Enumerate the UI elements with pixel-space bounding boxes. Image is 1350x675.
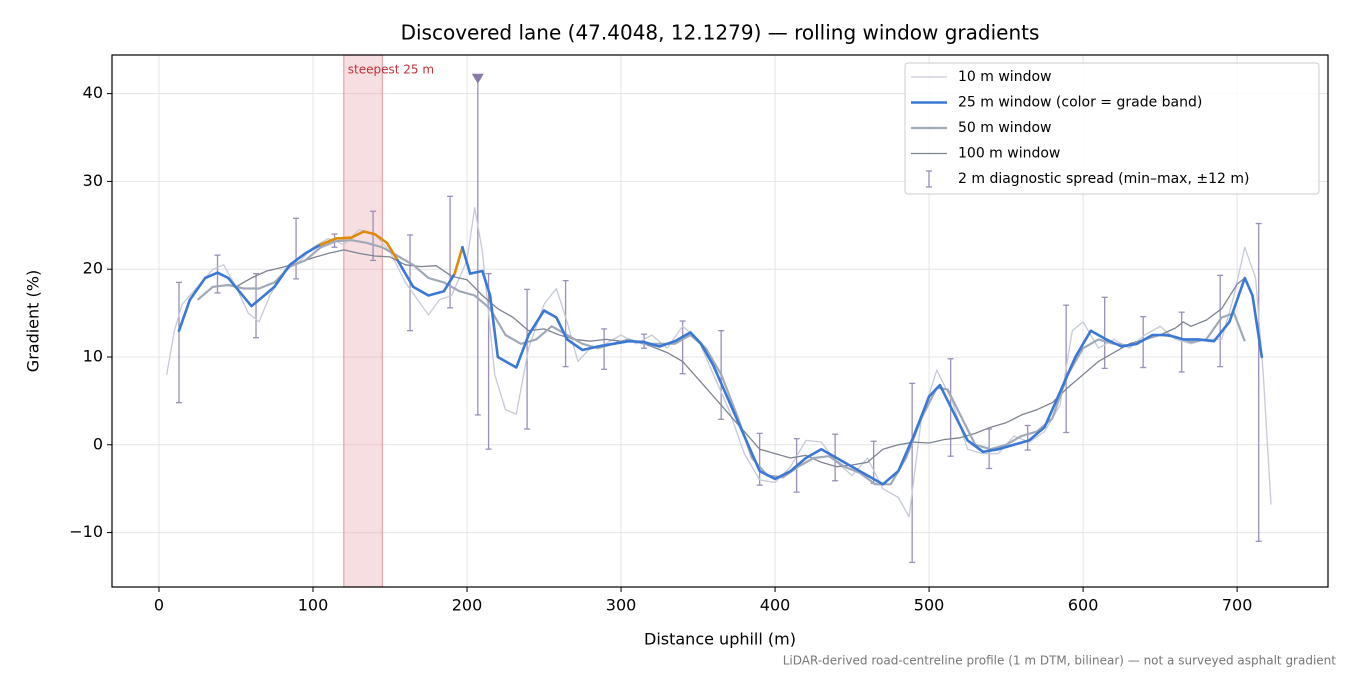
legend-label: 50 m window — [958, 120, 1051, 136]
legend-label: 100 m window — [958, 146, 1060, 162]
y-tick-label: 10 — [83, 346, 103, 365]
error-bar — [679, 320, 686, 375]
chart-title: Discovered lane (47.4048, 12.1279) — rol… — [401, 21, 1040, 45]
x-tick-label: 600 — [1068, 596, 1099, 615]
error-bar — [601, 328, 608, 370]
line-connector — [461, 245, 472, 275]
error-bar — [1255, 222, 1262, 542]
line-connector — [319, 237, 338, 246]
x-tick-label: 200 — [452, 596, 483, 615]
error-bar — [474, 78, 481, 416]
legend-label: 25 m window (color = grade band) — [958, 95, 1202, 111]
error-bar — [1140, 315, 1147, 369]
error-bar — [1024, 424, 1031, 451]
x-tick-label: 700 — [1222, 596, 1253, 615]
highlight-label: steepest 25 m — [348, 63, 434, 77]
footnote: LiDAR-derived road-centreline profile (1… — [783, 654, 1337, 668]
y-tick-label: 30 — [83, 171, 103, 190]
legend-label: 10 m window — [958, 69, 1051, 85]
error-bar — [293, 217, 300, 280]
y-tick-label: 40 — [83, 83, 103, 102]
line-series — [468, 269, 1264, 486]
y-tick-label: 0 — [93, 434, 103, 453]
highlight-band — [343, 54, 383, 588]
error-bar — [370, 210, 377, 262]
error-bar — [562, 279, 569, 368]
legend-box — [904, 62, 1320, 195]
line-series — [196, 239, 1246, 486]
x-tick-label: 100 — [298, 596, 329, 615]
plot-frame — [111, 54, 1329, 588]
error-bar — [1178, 311, 1185, 373]
error-bar — [756, 432, 763, 486]
x-tick-label: 0 — [154, 596, 164, 615]
x-axis-label: Distance uphill (m) — [644, 630, 796, 649]
peak-marker — [471, 73, 484, 84]
error-bar — [485, 272, 492, 450]
x-tick-label: 300 — [606, 596, 637, 615]
error-bar — [1101, 296, 1108, 370]
x-tick-label: 400 — [760, 596, 791, 615]
line-series — [411, 272, 456, 297]
error-bar — [175, 281, 182, 404]
line-series — [334, 230, 399, 262]
error-bar — [909, 382, 916, 564]
error-bar — [447, 195, 454, 309]
x-tick-label: 500 — [914, 596, 945, 615]
y-tick-label: −10 — [69, 522, 103, 541]
legend-label: 2 m diagnostic spread (min–max, ±12 m) — [958, 171, 1249, 187]
line-series — [177, 243, 322, 332]
line-connector — [453, 245, 464, 275]
line-connector — [396, 259, 415, 289]
line-series — [235, 249, 1246, 468]
y-axis-label: Gradient (%) — [24, 270, 43, 372]
y-tick-label: 20 — [83, 259, 103, 278]
error-bar — [253, 272, 260, 339]
line-series — [166, 207, 1272, 518]
